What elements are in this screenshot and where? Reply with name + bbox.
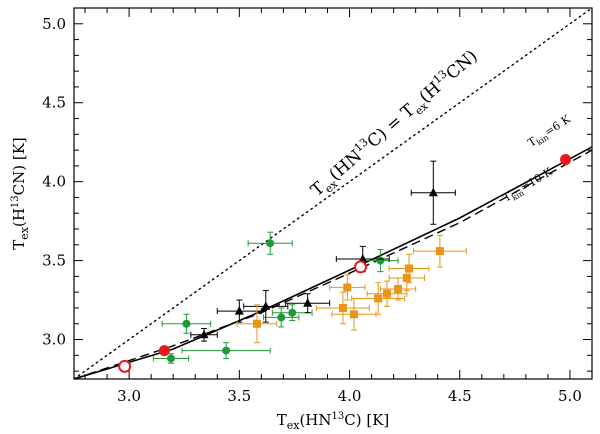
y-tick-label: 3.0 (42, 331, 66, 349)
axis-ticks: 3.0 3.5 4.0 4.5 5.0 3.0 3.5 4.0 4.5 5.0 (42, 7, 593, 405)
x-tick-label: 3.0 (117, 387, 141, 405)
green-point (152, 353, 190, 364)
square-marker (402, 273, 411, 282)
x-tick-label: 3.5 (227, 387, 251, 405)
y-tick-label: 5.0 (42, 15, 66, 33)
red-open-circle (118, 359, 132, 373)
green-point (161, 313, 212, 334)
tkin-6k-label: Tkin=6 K (526, 112, 575, 151)
square-marker (343, 283, 352, 292)
line-dotted (74, 8, 592, 379)
circle-marker (166, 354, 175, 363)
triangle-marker (428, 187, 438, 197)
y-tick-label: 4.0 (42, 173, 66, 191)
line-dashed (74, 149, 592, 379)
y-tick-label: 4.5 (42, 94, 66, 112)
black-point (243, 290, 289, 323)
green-point (181, 342, 271, 359)
circle-marker (277, 313, 286, 322)
circle-marker (288, 308, 297, 317)
plot-frame (73, 7, 593, 380)
square-marker (435, 247, 444, 256)
y-tick-label: 3.5 (42, 252, 66, 270)
triangle-marker (303, 298, 313, 307)
orange-point (236, 304, 278, 344)
orange-point (351, 282, 406, 315)
red-markers (118, 154, 572, 373)
circle-marker (376, 256, 385, 265)
black-point (410, 160, 456, 225)
x-tick-label: 5.0 (558, 387, 582, 405)
data-points (152, 160, 467, 364)
black-point (190, 327, 218, 342)
tkin-10k-label: Tkin=10 K (501, 165, 556, 207)
black-point (216, 299, 262, 323)
triangle-marker (199, 329, 209, 339)
red-open-circle (354, 260, 368, 274)
red-filled-circle (158, 345, 170, 357)
triangle-marker (234, 306, 244, 315)
square-marker (374, 294, 383, 303)
circle-marker (222, 346, 231, 355)
x-tick-label: 4.0 (338, 387, 362, 405)
y-axis-label: Tex(H13CN) [K] (10, 137, 31, 250)
red-filled-circle (560, 154, 572, 166)
black-point (285, 293, 331, 314)
circle-marker (266, 239, 275, 248)
square-marker (338, 303, 347, 312)
green-point (263, 307, 300, 328)
square-marker (394, 285, 403, 294)
orange-point (331, 297, 377, 331)
square-marker (349, 310, 358, 319)
model-lines (74, 8, 592, 379)
orange-point (379, 277, 417, 301)
square-marker (405, 264, 414, 273)
equality-line-label: Tex(HN13C) = Tex(H13CN) (306, 45, 484, 203)
square-marker (383, 289, 392, 298)
triangle-marker (261, 301, 271, 310)
x-axis-label: Tex(HN13C) [K] (277, 411, 390, 432)
line-annotations: Tex(HN13C) = Tex(H13CN) Tkin=6 K Tkin=10 K (306, 45, 575, 207)
line-solid (74, 146, 592, 379)
x-tick-label: 4.5 (448, 387, 472, 405)
triangle-marker (358, 254, 368, 263)
square-marker (252, 319, 261, 328)
orange-point (315, 291, 370, 325)
green-point (247, 231, 293, 255)
circle-marker (182, 319, 191, 328)
orange-point (388, 253, 430, 284)
orange-point (366, 280, 408, 307)
orange-point (329, 274, 366, 301)
orange-point (412, 234, 467, 268)
